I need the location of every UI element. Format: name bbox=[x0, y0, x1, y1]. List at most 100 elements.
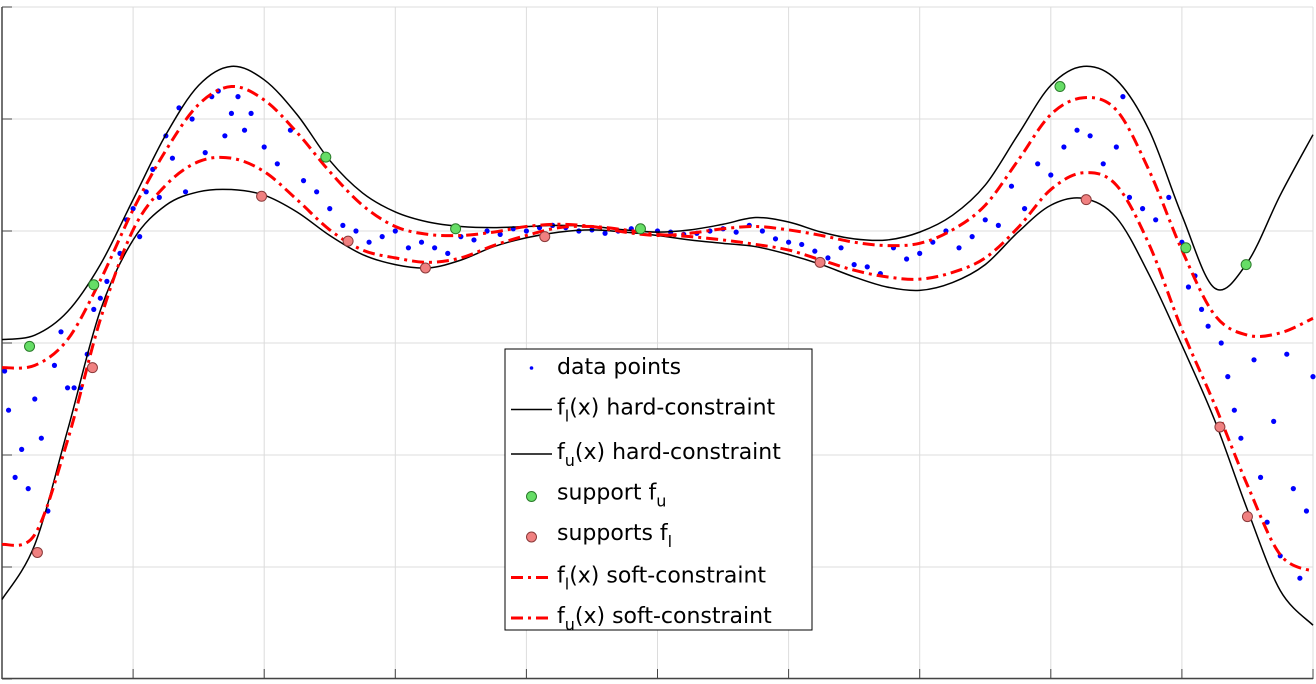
legend: data points fl(x) hard-constraint fu(x) ha… bbox=[504, 348, 813, 634]
support-marker bbox=[539, 231, 551, 243]
legend-label: fu(x) soft-constraint bbox=[557, 604, 772, 634]
data-point bbox=[1074, 127, 1080, 133]
data-point bbox=[1257, 474, 1264, 480]
support-marker bbox=[1214, 421, 1226, 433]
support-marker bbox=[320, 151, 332, 163]
data-point bbox=[228, 110, 235, 116]
data-point bbox=[287, 127, 294, 133]
data-point bbox=[1048, 172, 1054, 178]
data-point bbox=[1153, 217, 1159, 223]
data-point bbox=[1061, 144, 1067, 150]
data-point bbox=[1290, 486, 1296, 492]
data-point bbox=[91, 306, 97, 312]
data-point bbox=[71, 385, 77, 391]
support-marker bbox=[419, 262, 431, 274]
data-point bbox=[471, 237, 477, 243]
data-point bbox=[759, 228, 765, 234]
data-point bbox=[38, 435, 44, 441]
legend-subscript: u bbox=[565, 615, 575, 634]
support-marker bbox=[450, 223, 462, 235]
legend-label: fl(x) hard-constraint bbox=[557, 396, 776, 426]
data-point bbox=[156, 194, 162, 200]
data-point bbox=[602, 230, 608, 236]
data-point bbox=[1238, 435, 1244, 441]
data-point bbox=[222, 133, 228, 139]
data-point bbox=[1231, 407, 1237, 413]
support-marker bbox=[634, 223, 646, 235]
data-point bbox=[799, 241, 805, 248]
data-point bbox=[182, 189, 189, 195]
legend-text: data points bbox=[557, 355, 681, 380]
data-point bbox=[137, 234, 143, 240]
data-point bbox=[58, 329, 64, 335]
legend-subscript: l bbox=[565, 406, 569, 425]
legend-label: fu(x) hard-constraint bbox=[557, 440, 781, 470]
data-point bbox=[733, 229, 739, 235]
support-marker bbox=[24, 340, 36, 352]
data-point bbox=[1198, 306, 1205, 312]
legend-text: (x) soft-constraint bbox=[569, 564, 766, 589]
legend-text: f bbox=[557, 440, 566, 465]
support-marker bbox=[31, 546, 43, 558]
support-marker bbox=[1054, 81, 1066, 93]
legend-text: support f bbox=[557, 481, 657, 506]
data-point bbox=[104, 278, 110, 284]
data-point bbox=[327, 206, 333, 212]
data-point bbox=[1264, 519, 1270, 525]
data-point bbox=[1284, 351, 1290, 357]
data-point bbox=[523, 228, 530, 234]
data-point bbox=[25, 486, 31, 492]
data-point bbox=[12, 474, 18, 480]
support-marker bbox=[86, 362, 98, 374]
data-point bbox=[1021, 206, 1028, 212]
data-point bbox=[314, 189, 320, 195]
data-point bbox=[786, 239, 792, 245]
data-point bbox=[32, 396, 38, 402]
support-marker bbox=[814, 256, 826, 268]
legend-text: f bbox=[557, 564, 566, 589]
data-point bbox=[838, 245, 844, 251]
legend-subscript: u bbox=[656, 491, 666, 510]
data-point bbox=[300, 178, 307, 184]
data-point bbox=[340, 222, 346, 228]
data-point bbox=[274, 161, 280, 167]
data-point bbox=[969, 234, 975, 240]
data-point bbox=[1218, 340, 1224, 346]
data-point bbox=[143, 189, 149, 195]
data-point bbox=[353, 228, 359, 234]
support-marker bbox=[1240, 259, 1252, 271]
data-point bbox=[982, 217, 988, 223]
data-point bbox=[432, 245, 438, 251]
data-point bbox=[1087, 133, 1093, 139]
legend-text: f bbox=[557, 604, 566, 629]
data-point bbox=[1205, 323, 1211, 329]
legend-box bbox=[504, 348, 813, 631]
data-point bbox=[51, 362, 58, 368]
legend-subscript: l bbox=[668, 532, 672, 551]
data-point bbox=[202, 150, 208, 156]
data-point bbox=[1251, 357, 1257, 363]
legend-label: data points bbox=[557, 355, 681, 380]
data-point bbox=[917, 250, 923, 256]
support-marker bbox=[256, 190, 268, 202]
data-point bbox=[772, 236, 779, 242]
data-point bbox=[903, 256, 910, 262]
data-point bbox=[130, 206, 136, 212]
curve bbox=[1, 85, 1314, 370]
data-point bbox=[189, 116, 195, 122]
data-point bbox=[405, 245, 412, 251]
data-point bbox=[1297, 575, 1303, 581]
data-point bbox=[851, 262, 857, 268]
plot-area bbox=[1, 65, 1316, 626]
legend-subscript: u bbox=[565, 451, 575, 470]
data-point bbox=[19, 446, 25, 452]
data-point bbox=[1166, 194, 1172, 200]
data-point bbox=[995, 222, 1001, 228]
data-point bbox=[418, 239, 425, 245]
legend-symbol bbox=[529, 366, 534, 370]
data-point bbox=[956, 245, 962, 251]
data-point bbox=[392, 228, 398, 234]
data-point bbox=[1100, 161, 1106, 167]
data-point bbox=[864, 264, 870, 270]
data-point bbox=[97, 295, 103, 301]
